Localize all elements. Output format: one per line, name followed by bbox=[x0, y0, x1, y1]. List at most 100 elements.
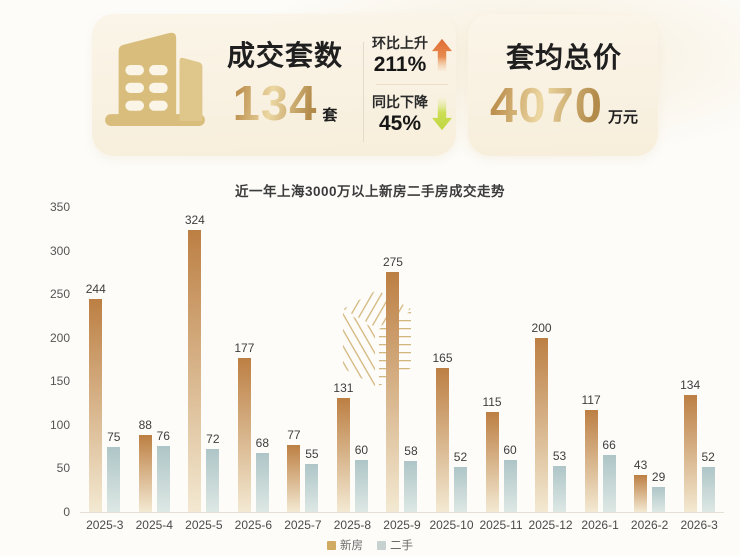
bar-group: 177 68 bbox=[229, 207, 279, 512]
bar-value-label: 66 bbox=[602, 437, 616, 452]
x-axis-label: 2025-5 bbox=[185, 518, 223, 532]
bar-新房 bbox=[188, 229, 202, 512]
transactions-unit: 套 bbox=[322, 107, 338, 124]
arrow-up-icon bbox=[432, 38, 452, 72]
bar-group: 88 76 bbox=[130, 207, 180, 512]
bar-value-label: 29 bbox=[651, 469, 666, 484]
bar-value-label: 165 bbox=[432, 351, 453, 366]
bar-value-label: 68 bbox=[255, 435, 270, 450]
bar-column: 165 bbox=[432, 207, 453, 512]
bar-二手 bbox=[602, 454, 616, 512]
bar-新房 bbox=[287, 444, 301, 512]
legend-swatch bbox=[377, 540, 386, 550]
x-axis-label: 2025-7 bbox=[284, 518, 322, 532]
transactions-title: 成交套数 bbox=[226, 40, 343, 71]
bar-value-label: 131 bbox=[333, 380, 354, 395]
bar-group: 115 60 bbox=[476, 207, 526, 512]
x-axis-label: 2025-12 bbox=[528, 518, 573, 532]
bar-group: 200 53 bbox=[526, 207, 576, 512]
bar-value-label: 60 bbox=[354, 442, 369, 457]
legend-swatch bbox=[327, 540, 336, 550]
bar-新房 bbox=[138, 435, 152, 512]
bar-column: 60 bbox=[503, 207, 518, 512]
legend-item-新房: 新房 bbox=[327, 537, 363, 553]
bar-新房 bbox=[386, 272, 400, 512]
y-tick-label: 150 bbox=[49, 374, 70, 389]
bar-value-label: 43 bbox=[633, 457, 648, 472]
bar-二手 bbox=[553, 465, 567, 512]
bar-column: 115 bbox=[482, 207, 502, 512]
bar-value-label: 200 bbox=[531, 320, 552, 335]
y-tick-label: 200 bbox=[49, 330, 70, 345]
bar-column: 77 bbox=[286, 207, 301, 512]
bar-二手 bbox=[404, 461, 418, 512]
legend: 新房 二手 bbox=[0, 537, 740, 553]
x-axis-label: 2026-2 bbox=[630, 518, 669, 532]
bar-新房 bbox=[89, 299, 103, 512]
legend-item-二手: 二手 bbox=[377, 537, 413, 553]
bar-group: 244 75 bbox=[80, 207, 130, 512]
yoy-value: 45% bbox=[378, 111, 422, 135]
bar-column: 275 bbox=[382, 207, 403, 512]
bar-column: 200 bbox=[531, 207, 552, 512]
price-card: 套均总价 4070 万元 bbox=[468, 14, 658, 156]
x-axis-label: 2025-10 bbox=[429, 518, 474, 532]
x-axis: 2025-3 2025-4 2025-5 2025-6 2025-7 2025-8 2025… bbox=[80, 518, 724, 532]
bar-value-label: 75 bbox=[107, 429, 121, 444]
mom-label: 环比上升 bbox=[372, 34, 428, 51]
bar-column: 66 bbox=[602, 207, 617, 512]
bar-二手 bbox=[107, 446, 121, 512]
bar-二手 bbox=[305, 464, 319, 512]
y-axis: 0 50 100 150 200 250 300 350 bbox=[30, 200, 70, 519]
bar-group: 117 66 bbox=[575, 207, 625, 512]
bar-group: 134 52 bbox=[674, 207, 724, 512]
bar-value-label: 275 bbox=[382, 255, 403, 270]
bar-column: 68 bbox=[255, 207, 270, 512]
bar-column: 53 bbox=[552, 207, 567, 512]
bar-value-label: 58 bbox=[404, 444, 418, 459]
bar-group: 77 55 bbox=[278, 207, 328, 512]
bar-value-label: 177 bbox=[234, 340, 255, 355]
x-axis-label: 2025-11 bbox=[479, 518, 523, 532]
bar-column: 52 bbox=[453, 207, 468, 512]
mom-value: 211% bbox=[373, 52, 427, 76]
bar-新房 bbox=[237, 357, 251, 512]
bar-column: 88 bbox=[138, 207, 153, 512]
arrow-down-icon bbox=[432, 97, 452, 131]
transactions-value: 134 bbox=[232, 77, 318, 131]
bar-value-label: 76 bbox=[156, 428, 170, 443]
x-axis-label: 2025-6 bbox=[234, 518, 273, 532]
bar-新房 bbox=[584, 410, 598, 512]
bar-value-label: 134 bbox=[680, 378, 701, 393]
bar-group: 131 60 bbox=[328, 207, 378, 512]
bar-column: 117 bbox=[582, 207, 601, 512]
bar-column: 60 bbox=[354, 207, 369, 512]
mom-row: 环比上升 211% bbox=[372, 28, 452, 82]
bar-column: 55 bbox=[304, 207, 319, 512]
bar-二手 bbox=[701, 466, 715, 512]
bar-新房 bbox=[683, 395, 697, 512]
y-tick-label: 100 bbox=[49, 417, 70, 432]
bar-column: 244 bbox=[86, 207, 106, 512]
bar-column: 177 bbox=[234, 207, 255, 512]
y-tick-label: 0 bbox=[63, 505, 70, 519]
x-axis-label: 2026-1 bbox=[581, 518, 619, 532]
x-axis-label: 2025-9 bbox=[383, 518, 421, 532]
bar-新房 bbox=[634, 474, 648, 512]
bar-group: 165 52 bbox=[427, 207, 477, 512]
bar-column: 75 bbox=[106, 207, 121, 512]
y-tick-label: 350 bbox=[49, 200, 70, 214]
bar-value-label: 77 bbox=[287, 427, 301, 442]
price-value: 4070 bbox=[489, 79, 603, 133]
horizontal-divider bbox=[376, 84, 448, 85]
bar-group: 324 72 bbox=[179, 207, 229, 512]
bar-column: 134 bbox=[680, 207, 701, 512]
bar-column: 131 bbox=[333, 207, 354, 512]
bar-value-label: 55 bbox=[305, 447, 319, 462]
legend-label: 新房 bbox=[340, 540, 363, 552]
bar-column: 29 bbox=[651, 207, 666, 512]
bar-二手 bbox=[453, 466, 467, 512]
bar-新房 bbox=[435, 368, 449, 512]
bar-新房 bbox=[535, 337, 549, 512]
transactions-card: 成交套数 134 套 环比上升 211% bbox=[92, 14, 456, 156]
